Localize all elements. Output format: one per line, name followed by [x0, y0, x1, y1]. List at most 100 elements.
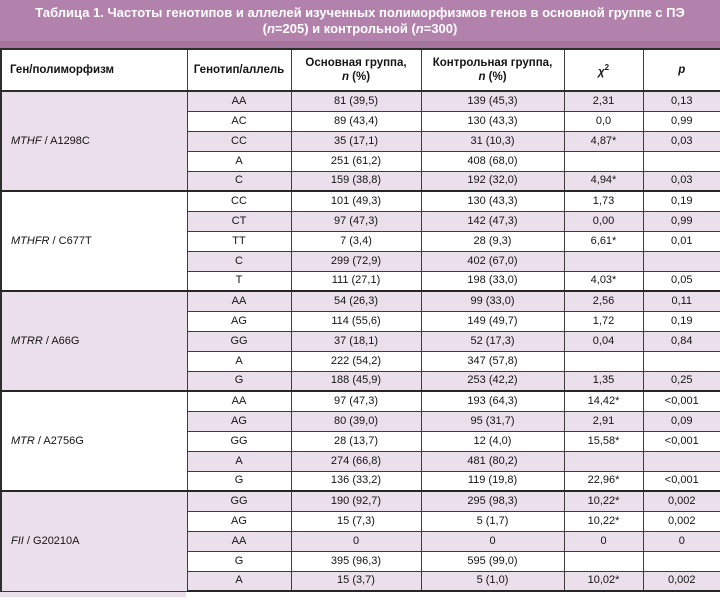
main-group-cell: 114 (55,6): [290, 310, 422, 332]
table-row: FII / G20210A GG 190 (92,7) 295 (98,3) 10,22…: [0, 490, 720, 592]
p-cell: [642, 550, 720, 572]
control-group-cell: 12 (4,0): [420, 430, 565, 452]
main-group-cell: 299 (72,9): [290, 250, 422, 272]
header-row: Ген/полиморфизм Генотип/аллель Основная …: [0, 48, 720, 92]
p-cell: 0,002: [642, 490, 720, 512]
p-cell: 0,03: [642, 170, 720, 192]
main-group-cell: 101 (49,3): [290, 190, 422, 212]
chi2-cell: 6,61*: [563, 230, 644, 252]
control-group-cell: 99 (33,0): [420, 290, 565, 312]
table-row: A 274 (66,8) 481 (80,2): [1, 450, 720, 472]
chi2-cell: 10,22*: [563, 490, 644, 512]
p-cell: <0,001: [642, 390, 720, 412]
genotype-cell: AA: [186, 290, 292, 312]
p-cell: [642, 250, 720, 272]
control-group-cell: 481 (80,2): [420, 450, 565, 472]
chi2-cell: 0,04: [563, 330, 644, 352]
main-group-cell: 35 (17,1): [290, 130, 422, 152]
gene-separator: /: [42, 334, 52, 347]
control-group-cell: 139 (45,3): [420, 90, 565, 112]
gene-separator: /: [49, 234, 59, 247]
table-row: TT 7 (3,4) 28 (9,3) 6,61* 0,01: [1, 230, 720, 252]
chi2-cell: 1,72: [563, 310, 644, 332]
chi2-cell: 2,91: [563, 410, 644, 432]
chi2-cell: 4,87*: [563, 130, 644, 152]
genotype-cell: AA: [186, 530, 292, 552]
p-cell: 0,03: [642, 130, 720, 152]
main-group-cell: 80 (39,0): [290, 410, 422, 432]
polymorphism-name: C677T: [58, 234, 92, 247]
polymorphism-name: G20210A: [33, 534, 80, 547]
main-group-cell: 159 (38,8): [290, 170, 422, 192]
gene-name: MTR: [11, 434, 35, 447]
genotype-cell: G: [186, 370, 292, 392]
main-group-cell: 7 (3,4): [290, 230, 422, 252]
table-row: C 299 (72,9) 402 (67,0): [1, 250, 720, 272]
control-group-cell: 193 (64,3): [420, 390, 565, 412]
table-title-line1: Таблица 1. Частоты генотипов и аллелей и…: [35, 5, 685, 20]
table-row: MTR / A2756G AA 97 (47,3) 193 (64,3) 14,42* <…: [0, 390, 720, 492]
table-row: T 111 (27,1) 198 (33,0) 4,03* 0,05: [1, 270, 720, 292]
main-group-cell: 190 (92,7): [290, 490, 422, 512]
main-group-cell: 89 (43,4): [290, 110, 422, 132]
chi2-cell: 0: [563, 530, 644, 552]
genotype-cell: A: [186, 350, 292, 372]
control-group-cell: 402 (67,0): [420, 250, 565, 272]
chi2-cell: [563, 550, 644, 572]
gene-cell: MTHF / A1298C: [0, 90, 188, 192]
control-group-cell: 142 (47,3): [420, 210, 565, 232]
table-row: AC 89 (43,4) 130 (43,3) 0,0 0,99: [1, 110, 720, 132]
genotype-cell: T: [186, 270, 292, 292]
table-row: A 15 (3,7) 5 (1,0) 10,02* 0,002: [1, 570, 720, 592]
genotype-cell: GG: [186, 490, 292, 512]
table-title: Таблица 1. Частоты генотипов и аллелей и…: [0, 0, 720, 48]
chi2-cell: 0,0: [563, 110, 644, 132]
chi2-cell: 4,94*: [563, 170, 644, 192]
chi2-cell: [563, 450, 644, 472]
control-group-cell: 347 (57,8): [420, 350, 565, 372]
chi2-cell: 14,42*: [563, 390, 644, 412]
genotype-cell: A: [186, 150, 292, 172]
table-row: MTRR / A66G AA 54 (26,3) 99 (33,0) 2,56 0,11: [0, 290, 720, 392]
chi2-cell: 2,31: [563, 90, 644, 112]
p-cell: [642, 450, 720, 472]
table-row: G 395 (96,3) 595 (99,0): [1, 550, 720, 572]
p-cell: 0,05: [642, 270, 720, 292]
control-group-cell: 295 (98,3): [420, 490, 565, 512]
genotype-cell: G: [186, 470, 292, 492]
gene-separator: /: [41, 134, 51, 147]
polymorphism-name: A1298C: [50, 134, 90, 147]
p-cell: 0,002: [642, 510, 720, 532]
header-genotype-allele: Генотип/аллель: [186, 48, 292, 92]
table-row: CT 97 (47,3) 142 (47,3) 0,00 0,99: [1, 210, 720, 232]
gene-name: MTRR: [11, 334, 43, 347]
main-group-cell: 97 (47,3): [290, 210, 422, 232]
p-cell: 0,19: [642, 310, 720, 332]
polymorphism-name: A66G: [51, 334, 80, 347]
p-cell: [642, 150, 720, 172]
p-cell: <0,001: [642, 430, 720, 452]
header-main-group: Основная группа, n (%): [290, 48, 422, 92]
chi2-cell: [563, 350, 644, 372]
table-row: CC 35 (17,1) 31 (10,3) 4,87* 0,03: [1, 130, 720, 152]
control-group-cell: 595 (99,0): [420, 550, 565, 572]
gene-name: MTHF: [11, 134, 42, 147]
gene-name: MTHFR: [11, 234, 50, 247]
genotype-cell: C: [186, 250, 292, 272]
p-cell: 0,09: [642, 410, 720, 432]
p-cell: 0,99: [642, 210, 720, 232]
p-cell: 0,99: [642, 110, 720, 132]
main-group-cell: 54 (26,3): [290, 290, 422, 312]
table-row: MTHFR / C677T CC 101 (49,3) 130 (43,3) 1,73 0…: [0, 190, 720, 292]
chi2-cell: 4,03*: [563, 270, 644, 292]
genotype-cell: A: [186, 450, 292, 472]
main-group-cell: 15 (3,7): [290, 570, 422, 592]
p-cell: 0,002: [642, 570, 720, 592]
chi2-cell: 10,22*: [563, 510, 644, 532]
p-cell: 0,13: [642, 90, 720, 112]
control-group-cell: 198 (33,0): [420, 270, 565, 292]
main-group-cell: 136 (33,2): [290, 470, 422, 492]
control-group-cell: 253 (42,2): [420, 370, 565, 392]
genotype-cell: A: [186, 570, 292, 592]
